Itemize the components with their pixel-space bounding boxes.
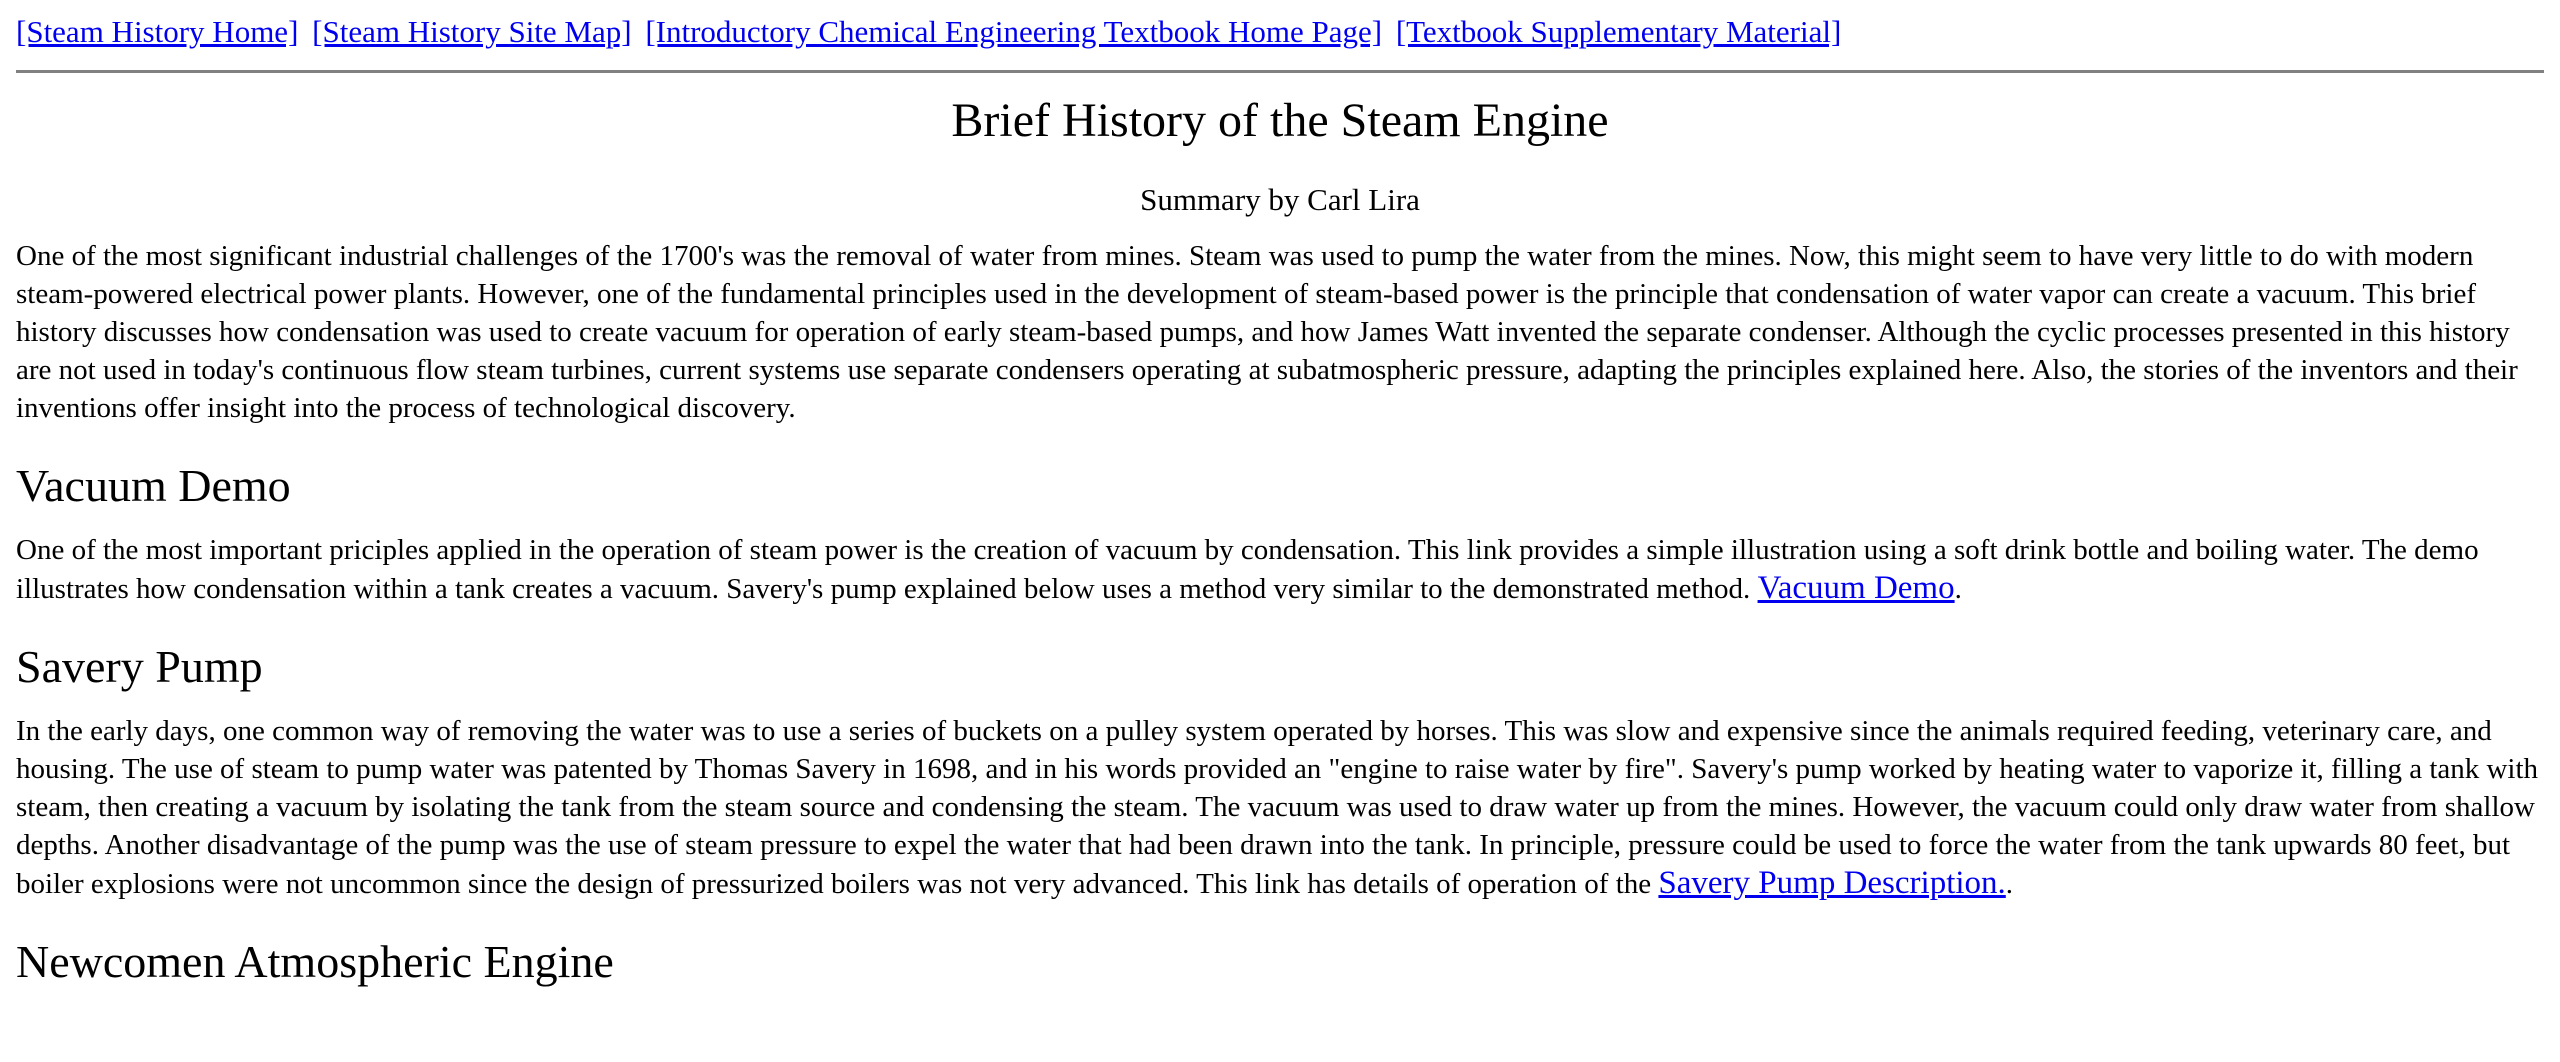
section-heading-vacuum-demo: Vacuum Demo bbox=[16, 460, 291, 511]
byline: Summary by Carl Lira bbox=[1140, 182, 1420, 217]
savery-pump-text: In the early days, one common way of rem… bbox=[16, 715, 2539, 900]
vacuum-demo-paragraph: One of the most important priciples appl… bbox=[16, 531, 2544, 608]
nav-link-textbook-home-page[interactable]: [Introductory Chemical Engineering Textb… bbox=[645, 14, 1383, 49]
top-navigation: [Steam History Home] [Steam History Site… bbox=[16, 0, 2544, 52]
vacuum-demo-link[interactable]: Vacuum Demo bbox=[1757, 570, 1955, 606]
section-heading-savery-pump: Savery Pump bbox=[16, 641, 263, 692]
horizontal-rule bbox=[16, 70, 2544, 73]
page-title: Brief History of the Steam Engine bbox=[951, 94, 1609, 147]
nav-link-steam-history-home[interactable]: [Steam History Home] bbox=[16, 14, 299, 49]
section-heading-newcomen-engine: Newcomen Atmospheric Engine bbox=[16, 936, 614, 987]
savery-pump-paragraph: In the early days, one common way of rem… bbox=[16, 712, 2544, 903]
vacuum-demo-trailing: . bbox=[1954, 573, 1962, 605]
nav-link-steam-history-site-map[interactable]: [Steam History Site Map] bbox=[312, 14, 632, 49]
savery-pump-trailing: . bbox=[2005, 868, 2014, 900]
intro-paragraph: One of the most significant industrial c… bbox=[16, 240, 2518, 424]
nav-link-textbook-supplementary-material[interactable]: [Textbook Supplementary Material] bbox=[1395, 14, 1842, 49]
savery-pump-description-link[interactable]: Savery Pump Description. bbox=[1658, 865, 2006, 901]
vacuum-demo-text: One of the most important priciples appl… bbox=[16, 534, 2479, 605]
